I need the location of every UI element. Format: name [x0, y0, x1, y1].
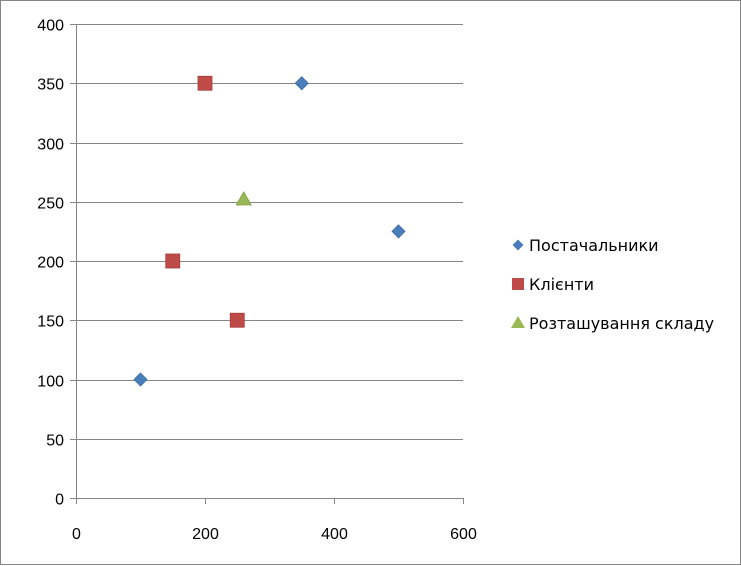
x-axis-tick-labels: 0 200 400 600 [72, 526, 477, 543]
y-tick-label: 200 [37, 255, 64, 272]
square-data-point [165, 253, 181, 269]
data-points [133, 75, 406, 387]
diamond-data-point [391, 224, 406, 239]
y-tick-label: 100 [37, 374, 64, 391]
y-tick-label: 350 [37, 77, 64, 94]
legend-item: Клієнти [512, 275, 594, 294]
y-axis-tick-labels: 0 50 100 150 200 250 300 350 400 [37, 18, 64, 509]
gridlines [76, 24, 463, 440]
square-data-point [197, 75, 213, 91]
x-tick-label: 600 [450, 526, 477, 543]
y-tick-label: 50 [46, 433, 64, 450]
legend-square-icon [512, 278, 524, 290]
axes [70, 24, 464, 504]
square-data-point [229, 312, 245, 328]
triangle-data-point [235, 191, 252, 206]
legend-diamond-icon [512, 239, 524, 251]
diamond-data-point [294, 76, 309, 91]
y-tick-label: 400 [37, 18, 64, 35]
legend-label: Розташування складу [529, 314, 714, 333]
y-tick-label: 0 [55, 492, 64, 509]
y-tick-label: 300 [37, 137, 64, 154]
legend-triangle-icon [511, 316, 525, 328]
legend-label: Клієнти [529, 275, 594, 294]
legend-item: Розташування складу [511, 314, 714, 333]
legend: Постачальники Клієнти Розташування складу [511, 236, 714, 333]
diamond-data-point [133, 372, 148, 387]
x-tick-label: 400 [321, 526, 348, 543]
x-tick-label: 200 [192, 526, 219, 543]
legend-label: Постачальники [529, 236, 659, 255]
y-tick-label: 150 [37, 314, 64, 331]
x-tick-label: 0 [72, 526, 81, 543]
legend-item: Постачальники [512, 236, 659, 255]
y-tick-label: 250 [37, 196, 64, 213]
